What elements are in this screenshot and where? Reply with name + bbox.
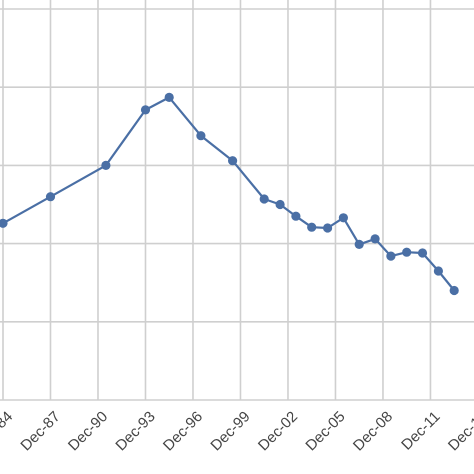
data-point (354, 239, 364, 249)
data-point (386, 251, 396, 261)
data-point (402, 247, 412, 257)
x-tick-label: Dec-11 (398, 408, 443, 453)
x-tick-label: Dec-93 (112, 408, 158, 454)
x-tick-label: Dec-02 (255, 408, 301, 454)
x-tick-label: Dec-96 (160, 408, 206, 454)
data-point (370, 234, 380, 244)
x-tick-label: Dec-90 (65, 408, 111, 454)
data-point (307, 222, 317, 232)
series-layer (2, 96, 456, 292)
x-tick-label: Dec-84 (0, 408, 16, 454)
data-point (140, 105, 151, 115)
x-tick-label: Dec-99 (207, 408, 253, 454)
x-tick-label: Dec-05 (302, 408, 348, 454)
data-point (101, 160, 111, 170)
data-point (275, 199, 285, 210)
x-axis-tick-labels: Dec-84 Dec-87 Dec-90 Dec-93 Dec-96 Dec-99 Dec-… (0, 408, 474, 454)
data-point (259, 194, 269, 204)
grid (0, 0, 474, 401)
data-point (45, 192, 56, 202)
data-point (433, 266, 443, 276)
data-point (291, 211, 301, 221)
data-point (323, 223, 333, 233)
data-point (164, 92, 174, 102)
x-tick-label: Dec-14 (445, 408, 474, 454)
data-point (196, 131, 206, 141)
series-line-0 (2, 96, 456, 292)
data-point (449, 285, 459, 296)
data-point (228, 156, 238, 166)
data-point (417, 248, 428, 258)
data-points (0, 92, 459, 296)
data-point (338, 213, 348, 223)
x-tick-label: Dec-87 (17, 408, 63, 454)
x-tick-label: Dec-08 (350, 408, 396, 454)
data-point (0, 218, 8, 228)
